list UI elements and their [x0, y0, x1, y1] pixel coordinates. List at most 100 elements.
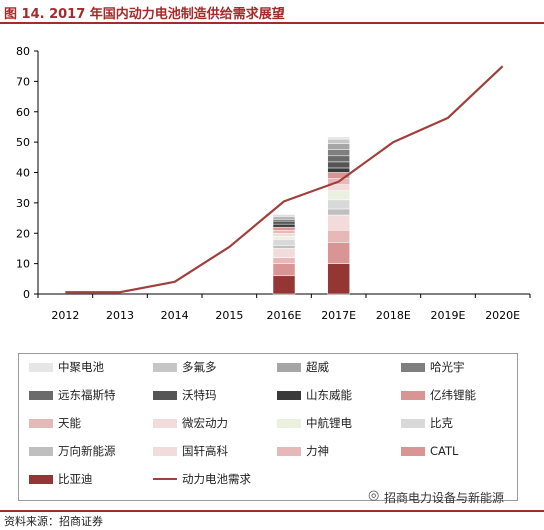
legend-item: 多氟多 — [153, 358, 217, 376]
legend-swatch — [153, 418, 177, 428]
y-tick-label: 60 — [16, 106, 30, 119]
bar-segment — [327, 229, 350, 243]
bar-segment — [272, 236, 296, 240]
bar-segment — [272, 220, 296, 225]
bar-segment — [272, 226, 296, 231]
bar-segment — [272, 245, 296, 249]
legend-swatch — [153, 362, 177, 372]
x-tick-label: 2019E — [431, 309, 466, 322]
legend-item: 山东威能 — [277, 386, 352, 404]
legend-swatch — [277, 418, 301, 428]
legend-item: 中聚电池 — [29, 358, 104, 376]
legend-label: 多氟多 — [182, 360, 217, 374]
legend-label: 比克 — [430, 416, 453, 430]
y-tick-label: 20 — [16, 227, 30, 240]
title-rule — [0, 22, 544, 24]
legend-swatch — [277, 362, 301, 372]
bar-segment — [272, 275, 296, 295]
legend-item: 哈光宇 — [401, 358, 465, 376]
legend-label: 万向新能源 — [58, 444, 116, 458]
bar-segment — [272, 213, 296, 216]
x-axis: 2012 2013 2014 2015 2016E 2017E 2018E 2019E 2020… — [37, 293, 531, 322]
legend-label: 亿纬锂能 — [430, 388, 476, 402]
wechat-icon: ◎ — [368, 488, 380, 503]
bar-segment — [327, 208, 350, 216]
legend-item: 动力电池需求 — [153, 470, 251, 488]
legend-item: 比克 — [401, 414, 453, 432]
watermark-text: 招商电力设备与新能源 — [384, 491, 505, 505]
x-tick-label: 2015 — [215, 309, 243, 322]
legend-swatch — [29, 446, 53, 456]
legend-swatch — [29, 362, 53, 372]
legend-item: 力神 — [277, 442, 329, 460]
legend-item: 微宏动力 — [153, 414, 228, 432]
x-tick-label: 2017E — [321, 309, 356, 322]
legend-item: 亿纬锂能 — [401, 386, 476, 404]
bar-segment — [272, 223, 296, 228]
y-tick-label: 80 — [16, 45, 30, 58]
bar-segment — [327, 149, 350, 157]
legend-swatch — [401, 446, 425, 456]
legend-swatch — [153, 478, 177, 480]
watermark: 招商电力设备与新能源 — [384, 489, 504, 506]
legend-label: 天能 — [58, 416, 81, 430]
legend-swatch — [29, 474, 53, 484]
y-tick-label: 40 — [16, 167, 30, 180]
legend-label: 国轩高科 — [182, 444, 228, 458]
legend-item: CATL — [401, 442, 458, 460]
legend-label: 中航锂电 — [306, 416, 352, 430]
legend-swatch — [29, 418, 53, 428]
legend-swatch — [401, 418, 425, 428]
bar-segment — [327, 161, 350, 169]
y-tick-label: 30 — [16, 197, 30, 210]
bar-segment — [327, 199, 350, 210]
y-tick-label: 70 — [16, 75, 30, 88]
bar-segment — [327, 214, 350, 231]
x-tick-label: 2013 — [106, 309, 134, 322]
bar-segment — [327, 242, 350, 264]
y-tick-label: 10 — [16, 258, 30, 271]
bar-segment — [327, 155, 350, 163]
demand-line — [65, 65, 504, 294]
legend-swatch — [277, 446, 301, 456]
legend-swatch — [153, 390, 177, 400]
legend-item: 中航锂电 — [277, 414, 352, 432]
legend-label: CATL — [430, 444, 459, 458]
legend-item: 远东福斯特 — [29, 386, 116, 404]
legend-label: 哈光宇 — [430, 360, 465, 374]
legend-item: 万向新能源 — [29, 442, 116, 460]
bar-segment — [272, 229, 296, 234]
legend-label: 超威 — [306, 360, 329, 374]
legend-label: 微宏动力 — [182, 416, 228, 430]
bar-segment — [327, 167, 350, 173]
bar-segment — [327, 138, 350, 144]
bar-segment — [327, 143, 350, 150]
legend: 中聚电池 多氟多 超威 哈光宇远东福斯特 沃特玛 山东威能 亿纬锂能天能 微宏动力 中航锂电 比克… — [18, 353, 518, 501]
bar-segment — [272, 248, 296, 258]
y-tick-label: 50 — [16, 136, 30, 149]
legend-item: 超威 — [277, 358, 329, 376]
bar-segment — [272, 257, 296, 264]
source-note: 资料来源：招商证券 — [4, 515, 103, 528]
legend-label: 力神 — [306, 444, 329, 458]
bar-segment — [327, 190, 350, 201]
legend-label: 山东威能 — [306, 388, 352, 402]
bar-segment — [327, 136, 350, 140]
bar-segment — [272, 263, 296, 277]
legend-swatch — [277, 390, 301, 400]
legend-item: 天能 — [29, 414, 81, 432]
footer-rule — [0, 510, 544, 512]
legend-label: 比亚迪 — [58, 472, 93, 486]
legend-label: 远东福斯特 — [58, 388, 116, 402]
legend-swatch — [153, 446, 177, 456]
y-tick-label: 0 — [23, 288, 30, 301]
x-tick-label: 2014 — [161, 309, 189, 322]
bar-segment — [272, 233, 296, 237]
legend-label: 沃特玛 — [182, 388, 217, 402]
bar-stacks — [272, 136, 350, 295]
chart-title: 图 14. 2017 年国内动力电池制造供给需求展望 — [4, 7, 285, 22]
legend-item: 国轩高科 — [153, 442, 228, 460]
bar-segment — [327, 263, 350, 295]
legend-swatch — [401, 362, 425, 372]
